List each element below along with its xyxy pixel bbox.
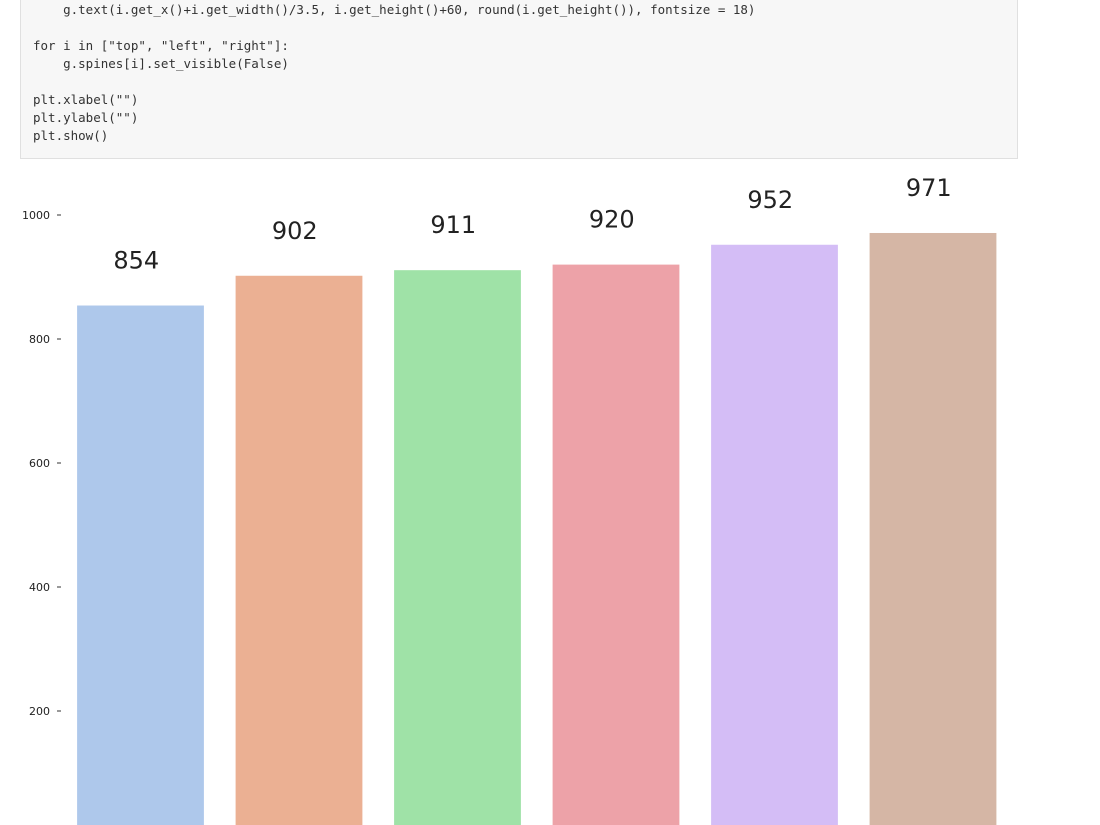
code-block: for i in ["top", "left", "right"]: g.spi…	[33, 37, 755, 73]
code-line: g.text(i.get_x()+i.get_width()/3.5, i.ge…	[33, 2, 756, 17]
y-tick-label: 1000	[22, 209, 50, 222]
y-tick-label: 800	[29, 333, 50, 346]
bar	[77, 305, 204, 825]
bar	[711, 244, 838, 825]
value-label: 952	[747, 186, 793, 214]
code: g.text(i.get_x()+i.get_width()/3.5, i.ge…	[33, 1, 755, 163]
y-tick-label: 600	[29, 457, 50, 470]
code-line: plt.show()	[33, 128, 109, 143]
y-tick-label: 200	[29, 705, 50, 718]
y-tick-label: 400	[29, 581, 50, 594]
code-line: g.spines[i].set_visible(False)	[33, 56, 289, 71]
value-label: 911	[430, 211, 476, 239]
code-line: plt.ylabel("")	[33, 110, 139, 125]
bar	[869, 232, 997, 825]
code-block: plt.xlabel("") plt.ylabel("") plt.show()	[33, 91, 755, 145]
bar	[235, 275, 363, 825]
value-label: 971	[906, 174, 952, 202]
code-line: for i in ["top", "left", "right"]:	[33, 38, 289, 53]
code-line: plt.xlabel("")	[33, 92, 139, 107]
code-cell: g.text(i.get_x()+i.get_width()/3.5, i.ge…	[20, 0, 1018, 159]
bar	[394, 270, 521, 825]
value-label: 902	[272, 217, 318, 245]
value-label: 920	[589, 206, 635, 234]
bar	[552, 264, 680, 825]
code-block: g.text(i.get_x()+i.get_width()/3.5, i.ge…	[33, 1, 755, 19]
value-label: 854	[113, 247, 159, 275]
